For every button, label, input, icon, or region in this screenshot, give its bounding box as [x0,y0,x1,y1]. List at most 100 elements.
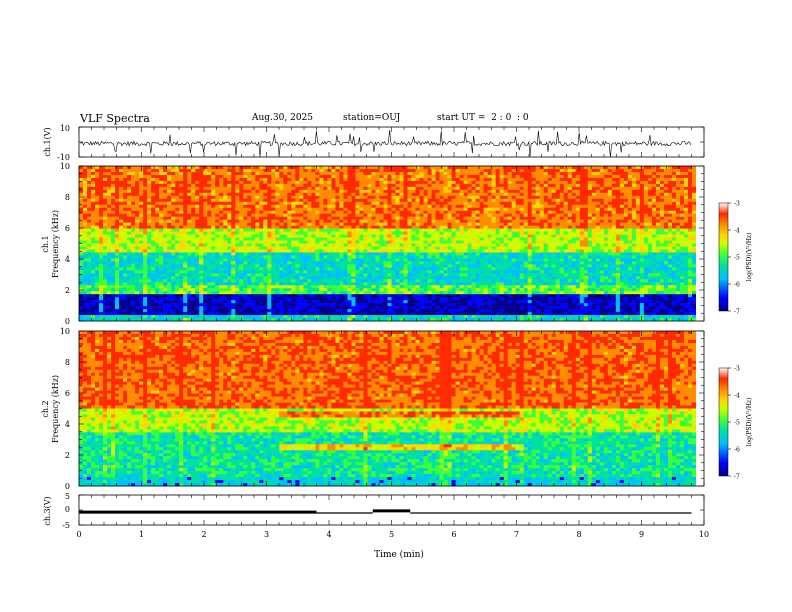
spec-cell [139,234,144,238]
spec-cell [443,279,448,283]
spec-cell [335,303,340,307]
spec-cell [315,168,320,173]
spec-cell [363,189,368,194]
spec-cell [235,177,240,182]
spec-cell [135,189,140,194]
spec-cell [123,288,128,292]
spec-cell [311,180,316,185]
spec-cell [123,318,128,322]
spec-cell [163,240,168,244]
spec-cell [159,166,164,170]
spec-cell [267,174,272,179]
spec-cell [379,294,384,298]
spec-cell [103,315,108,319]
spec-cell [95,315,100,319]
spec-cell [287,303,292,307]
spec-cell [383,219,388,223]
spec-cell [283,297,288,301]
spec-cell [239,270,244,274]
spec-cell [99,267,104,271]
spec-cell [187,228,192,232]
spec-cell [183,213,188,217]
spec-cell [147,168,152,173]
spec-cell [439,312,444,316]
spec-cell [79,318,84,322]
spec-cell [331,171,336,176]
spec-cell [283,168,288,173]
spec-cell [271,315,276,319]
spec-cell [187,303,192,307]
spec-cell [127,306,132,310]
spec-cell [247,246,252,250]
spec-cell [207,166,212,170]
spec-cell [191,207,196,212]
spec-cell [447,204,452,209]
spec-cell [359,261,364,265]
spec-cell [123,186,128,191]
spec-cell [267,294,272,298]
spec-cell [347,171,352,176]
spec-cell [183,168,188,173]
spec-cell [99,246,104,250]
spec-cell [183,309,188,313]
spec-cell [363,192,368,197]
spec-cell [187,285,192,289]
spec-cell [387,237,392,241]
spec-cell [371,252,376,256]
spec-cell [243,177,248,182]
spec-cell [399,258,404,262]
spec-cell [191,243,196,247]
spec-cell [291,216,296,220]
spec-cell [235,243,240,247]
spec-cell [347,207,352,212]
spec-cell [115,180,120,185]
spec-cell [235,300,240,304]
spec-cell [227,309,232,313]
spec-cell [159,240,164,244]
spec-cell [319,303,324,307]
spec-cell [267,315,272,319]
spec-cell [339,174,344,179]
spec-cell [83,303,88,307]
spec-cell [123,258,128,262]
spec-cell [307,273,312,277]
spec-cell [243,306,248,310]
spec-cell [371,309,376,313]
spec-cell [203,294,208,298]
spec-cell [315,264,320,268]
spec-cell [139,288,144,292]
spec-cell [159,252,164,256]
spec-cell [271,174,276,179]
spec-cell [407,303,412,307]
spec-cell [327,288,332,292]
spec-cell [199,249,204,253]
spec-cell [307,243,312,247]
spec-cell [163,285,168,289]
spec-cell [331,315,336,319]
spec-cell [247,204,252,209]
spec-cell [363,186,368,191]
spec-cell [279,300,284,304]
spec-cell [87,261,92,265]
spec-cell [335,180,340,185]
spec-cell [287,204,292,209]
spec-cell [427,294,432,298]
spec-cell [323,192,328,197]
spec-cell [79,207,84,212]
spec-cell [395,201,400,206]
spec-cell [255,285,260,289]
spec-cell [319,225,324,229]
spec-cell [383,171,388,176]
spec-cell [207,249,212,253]
spec-cell [219,192,224,197]
spec-cell [299,300,304,304]
spec-cell [247,180,252,185]
spec-cell [131,237,136,241]
spec-cell [195,174,200,179]
spec-cell [135,234,140,238]
spec-cell [171,279,176,283]
spec-cell [163,216,168,220]
spec-cell [87,225,92,229]
spec-cell [403,270,408,274]
spec-cell [319,180,324,185]
